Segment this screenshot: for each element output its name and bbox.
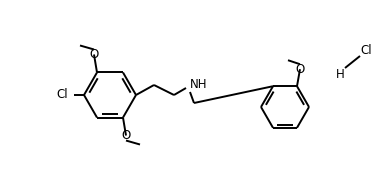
Text: H: H: [336, 68, 344, 81]
Text: Cl: Cl: [360, 45, 372, 57]
Text: NH: NH: [190, 79, 207, 91]
Text: Cl: Cl: [56, 89, 68, 102]
Text: O: O: [89, 48, 99, 61]
Text: O: O: [121, 129, 131, 142]
Text: O: O: [295, 63, 305, 76]
